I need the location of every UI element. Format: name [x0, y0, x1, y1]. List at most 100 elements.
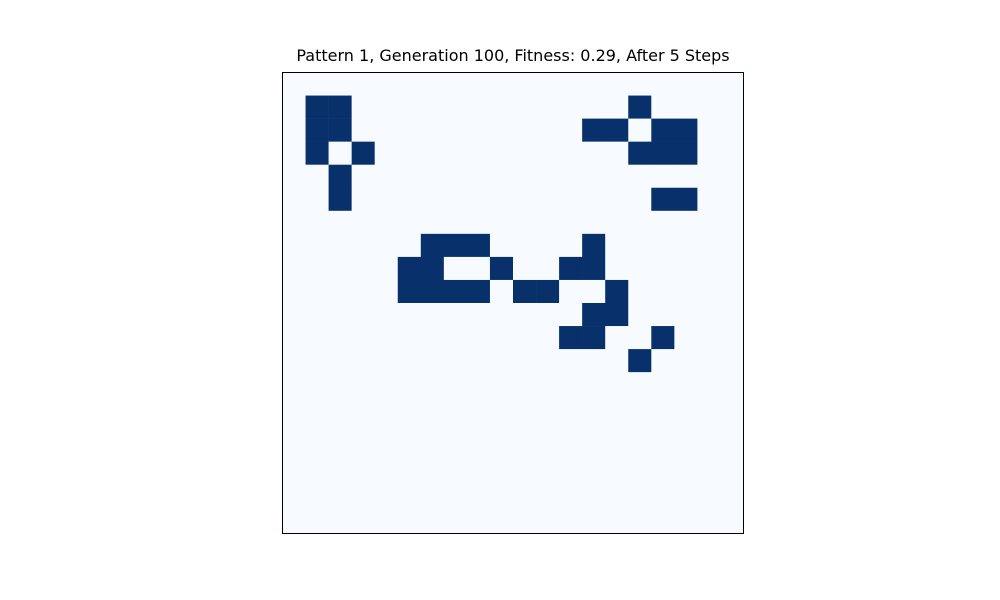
cell-dead [697, 95, 721, 119]
cell-dead [628, 418, 652, 442]
cell-dead [697, 141, 721, 165]
cell-dead [628, 441, 652, 465]
cell-dead [697, 418, 721, 442]
cell-dead [582, 164, 606, 189]
cell-alive [328, 164, 352, 189]
cell-dead [351, 487, 375, 511]
cell-dead [513, 72, 537, 96]
cell-dead [651, 72, 675, 96]
cell-dead [674, 510, 698, 534]
cell-alive [305, 118, 329, 142]
cell-alive [305, 95, 329, 119]
cell-dead [466, 141, 491, 165]
cell-dead [697, 233, 721, 258]
cell-alive [466, 279, 491, 304]
cell-dead [489, 441, 514, 465]
cell-dead [720, 72, 744, 96]
cell-dead [582, 279, 606, 304]
cell-dead [351, 164, 375, 189]
cell-dead [420, 326, 445, 350]
cell-dead [305, 164, 329, 189]
cell-alive [582, 303, 606, 327]
cell-dead [489, 279, 514, 304]
cell-dead [559, 210, 583, 235]
cell-dead [305, 372, 329, 396]
cell-dead [374, 395, 399, 419]
cell-dead [305, 303, 329, 327]
cell-dead [628, 326, 652, 350]
cell-dead [374, 510, 399, 534]
cell-dead [697, 326, 721, 350]
cell-dead [305, 233, 329, 258]
cell-dead [443, 349, 468, 373]
cell-dead [420, 210, 445, 235]
cell-dead [582, 141, 606, 165]
cell-dead [697, 510, 721, 534]
cell-dead [305, 187, 329, 212]
cell-dead [628, 118, 652, 142]
cell-alive [582, 256, 606, 281]
cell-dead [351, 464, 375, 488]
cell-alive [328, 118, 352, 142]
cell-dead [374, 279, 399, 304]
cell-dead [374, 118, 399, 142]
cell-dead [605, 210, 629, 235]
cell-dead [605, 72, 629, 96]
cell-dead [397, 464, 422, 488]
cell-dead [489, 210, 514, 235]
cell-dead [559, 187, 583, 212]
cell-dead [628, 464, 652, 488]
cell-dead [559, 418, 583, 442]
cell-dead [397, 95, 422, 119]
cell-dead [697, 118, 721, 142]
cell-dead [720, 372, 744, 396]
cell-dead [674, 95, 698, 119]
cell-dead [536, 441, 560, 465]
cell-dead [536, 510, 560, 534]
cell-dead [374, 441, 399, 465]
cell-dead [282, 326, 306, 350]
cell-dead [489, 418, 514, 442]
cell-dead [628, 279, 652, 304]
cell-dead [466, 187, 491, 212]
cell-dead [489, 510, 514, 534]
cell-dead [489, 72, 514, 96]
cell-dead [420, 418, 445, 442]
cell-dead [420, 303, 445, 327]
cell-dead [559, 279, 583, 304]
cell-dead [697, 487, 721, 511]
cell-dead [489, 303, 514, 327]
cell-dead [559, 349, 583, 373]
cell-alive [605, 303, 629, 327]
chart-title: Pattern 1, Generation 100, Fitness: 0.29… [296, 46, 730, 65]
cell-dead [489, 464, 514, 488]
cell-dead [697, 256, 721, 281]
cell-alive [420, 279, 445, 304]
cell-dead [697, 303, 721, 327]
cell-dead [466, 418, 491, 442]
cell-dead [420, 372, 445, 396]
cell-dead [420, 187, 445, 212]
cell-dead [351, 118, 375, 142]
cell-dead [282, 72, 306, 96]
cell-dead [605, 441, 629, 465]
cell-dead [443, 118, 468, 142]
cell-dead [720, 464, 744, 488]
cell-dead [720, 510, 744, 534]
cell-dead [651, 487, 675, 511]
cell-dead [628, 395, 652, 419]
cell-dead [397, 164, 422, 189]
cell-dead [674, 487, 698, 511]
cell-dead [282, 418, 306, 442]
cell-dead [605, 395, 629, 419]
cell-dead [374, 464, 399, 488]
cell-dead [536, 303, 560, 327]
cell-dead [374, 95, 399, 119]
cell-alive [466, 233, 491, 258]
cell-dead [513, 141, 537, 165]
cell-dead [720, 395, 744, 419]
cell-dead [374, 187, 399, 212]
cell-alive [420, 233, 445, 258]
cell-dead [328, 418, 352, 442]
